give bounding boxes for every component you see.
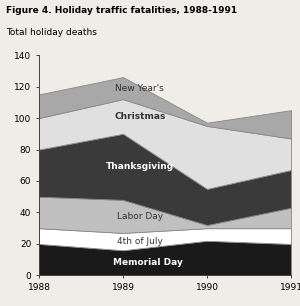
Text: New Year's: New Year's — [116, 84, 164, 93]
Text: Labor Day: Labor Day — [117, 212, 163, 221]
Text: Thanksgiving: Thanksgiving — [106, 162, 174, 171]
Text: Total holiday deaths: Total holiday deaths — [6, 28, 97, 36]
Text: 4th of July: 4th of July — [117, 237, 163, 246]
Text: Memorial Day: Memorial Day — [113, 258, 183, 267]
Text: Figure 4. Holiday traffic fatalities, 1988-1991: Figure 4. Holiday traffic fatalities, 19… — [6, 6, 237, 15]
Text: Christmas: Christmas — [114, 112, 166, 121]
